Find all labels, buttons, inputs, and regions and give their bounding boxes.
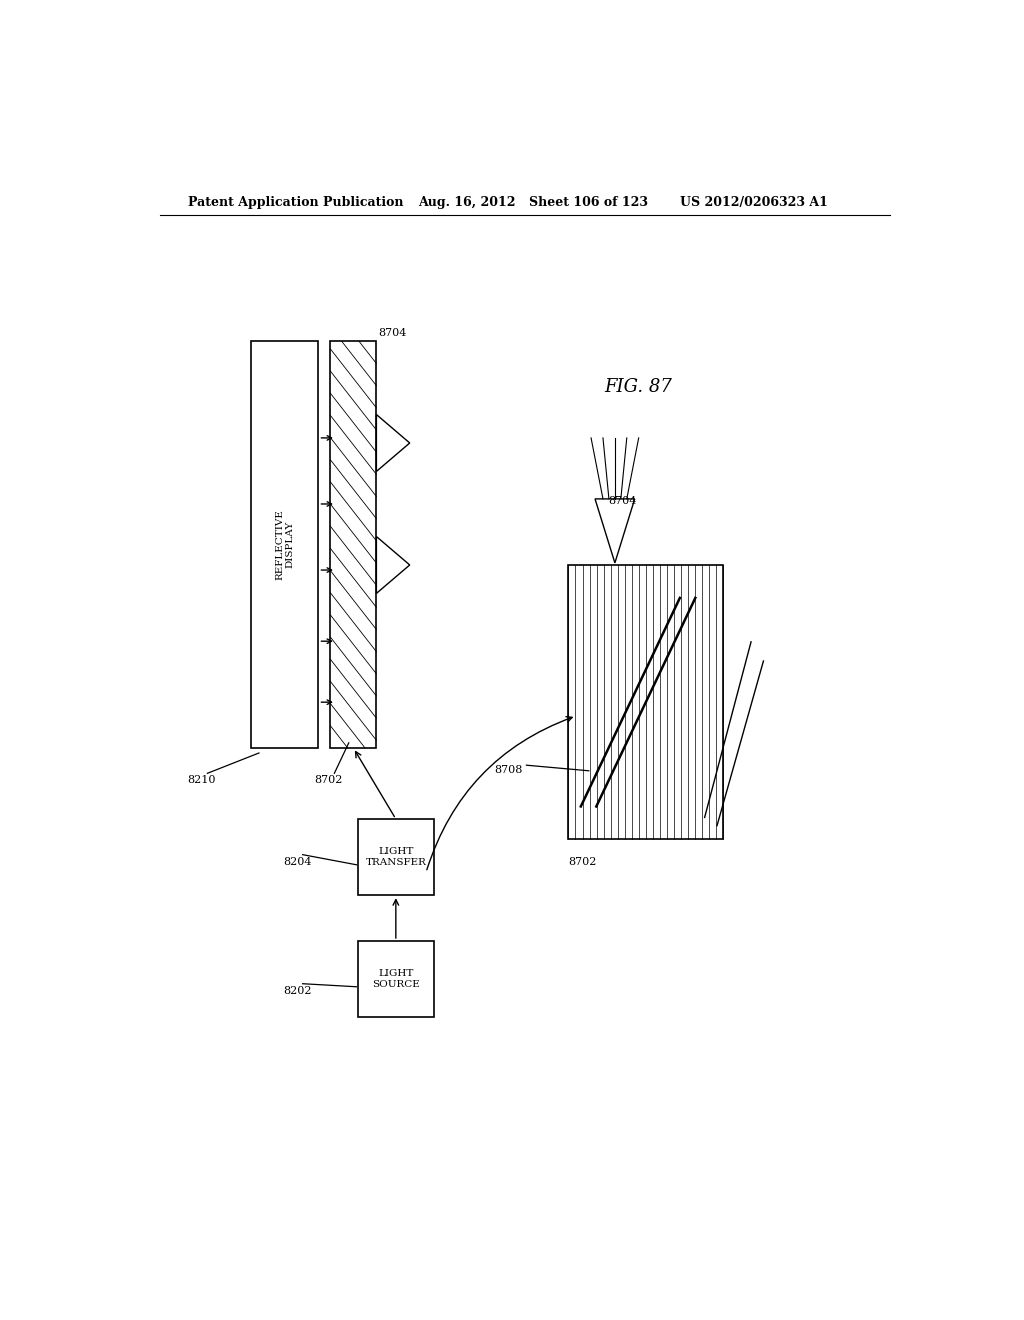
Text: 8704: 8704 [608,496,637,506]
Bar [358,818,433,895]
Text: Sheet 106 of 123: Sheet 106 of 123 [528,195,648,209]
Text: FIG. 87: FIG. 87 [604,378,672,396]
Text: REFLECTIVE
DISPLAY: REFLECTIVE DISPLAY [275,510,295,579]
Text: 8708: 8708 [495,766,523,775]
Text: Patent Application Publication: Patent Application Publication [187,195,403,209]
Text: 8204: 8204 [283,857,311,867]
Polygon shape [377,414,410,471]
Bar [251,342,318,748]
Text: 8210: 8210 [187,775,216,785]
Text: 8704: 8704 [378,329,407,338]
Polygon shape [595,499,635,562]
Bar [331,342,377,748]
Text: LIGHT
TRANSFER: LIGHT TRANSFER [366,847,426,867]
Text: Aug. 16, 2012: Aug. 16, 2012 [418,195,515,209]
Bar [568,565,723,840]
Text: 8702: 8702 [568,857,597,867]
Polygon shape [377,536,410,594]
Text: US 2012/0206323 A1: US 2012/0206323 A1 [680,195,827,209]
Text: LIGHT
SOURCE: LIGHT SOURCE [372,969,420,989]
Text: 8702: 8702 [314,775,343,785]
Bar [358,941,433,1018]
Text: 8202: 8202 [283,986,311,995]
